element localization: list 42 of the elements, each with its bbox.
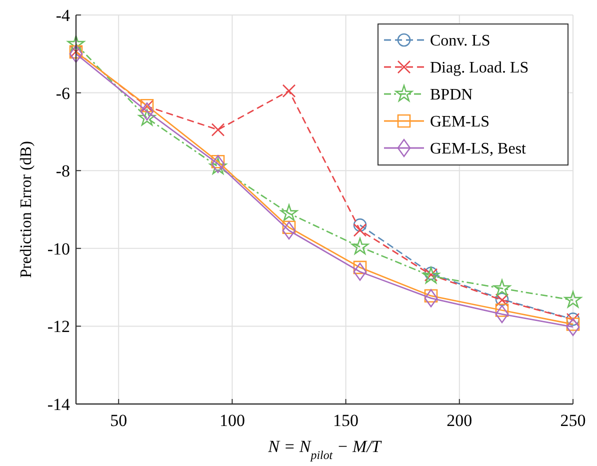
y-tick-label: -12 <box>47 317 70 336</box>
x-tick-label: 200 <box>446 411 472 430</box>
point <box>495 305 509 324</box>
point <box>353 218 367 232</box>
y-tick-label: -4 <box>56 6 70 25</box>
legend-label: GEM-LS, Best <box>430 140 527 158</box>
x-tick-label: 100 <box>219 411 245 430</box>
point <box>353 260 367 274</box>
point <box>353 262 367 281</box>
x-axis-title: N = N$_{pilot}$ − M/T <box>267 437 382 462</box>
point <box>493 279 511 296</box>
x-tick-label: 50 <box>110 411 128 430</box>
point <box>69 44 83 63</box>
point <box>67 35 85 52</box>
point <box>566 318 580 336</box>
y-axis-title: Prediction Error (dB) <box>18 141 35 278</box>
point <box>351 238 369 254</box>
point <box>353 223 367 237</box>
x-tick-label: 250 <box>560 411 586 430</box>
point <box>282 220 296 234</box>
legend-label: BPDN <box>430 86 474 104</box>
point <box>138 109 156 126</box>
y-tick-label: -10 <box>47 239 70 258</box>
legend-label: Conv. LS <box>430 32 490 50</box>
point <box>282 84 296 98</box>
point <box>211 123 225 136</box>
point <box>495 304 509 317</box>
y-tick-label: -6 <box>56 84 70 103</box>
point <box>564 291 582 308</box>
point <box>211 154 225 174</box>
point <box>209 158 227 174</box>
point <box>140 102 154 121</box>
point <box>566 318 580 331</box>
point <box>280 204 298 221</box>
y-tick-label: -14 <box>47 394 70 414</box>
y-tick-label: -8 <box>56 162 70 181</box>
x-tick-label: 150 <box>333 411 359 430</box>
point <box>424 289 438 308</box>
point <box>282 221 296 240</box>
legend-label: Diag. Load. LS <box>430 60 529 77</box>
point <box>424 289 438 303</box>
legend-label: GEM-LS <box>430 114 490 131</box>
